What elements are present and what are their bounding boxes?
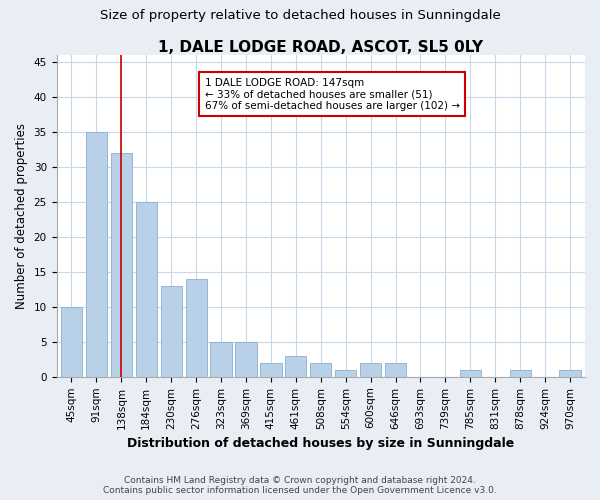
Bar (385, 363, 406, 377)
X-axis label: Distribution of detached houses by size in Sunningdale: Distribution of detached houses by size … (127, 437, 514, 450)
Bar (161, 286, 182, 377)
Bar (559, 370, 581, 377)
Title: 1, DALE LODGE ROAD, ASCOT, SL5 0LY: 1, DALE LODGE ROAD, ASCOT, SL5 0LY (158, 40, 484, 55)
Bar (310, 363, 331, 377)
Text: 1 DALE LODGE ROAD: 147sqm
← 33% of detached houses are smaller (51)
67% of semi-: 1 DALE LODGE ROAD: 147sqm ← 33% of detac… (205, 78, 460, 110)
Bar (211, 342, 232, 377)
Bar (86, 132, 107, 377)
Bar (360, 363, 381, 377)
Text: Size of property relative to detached houses in Sunningdale: Size of property relative to detached ho… (100, 10, 500, 22)
Bar (136, 202, 157, 377)
Bar (260, 363, 281, 377)
Y-axis label: Number of detached properties: Number of detached properties (15, 123, 28, 309)
Bar (235, 342, 257, 377)
Bar (509, 370, 531, 377)
Bar (185, 279, 207, 377)
Bar (335, 370, 356, 377)
Text: Contains HM Land Registry data © Crown copyright and database right 2024.
Contai: Contains HM Land Registry data © Crown c… (103, 476, 497, 495)
Bar (111, 153, 132, 377)
Bar (61, 307, 82, 377)
Bar (460, 370, 481, 377)
Bar (285, 356, 307, 377)
